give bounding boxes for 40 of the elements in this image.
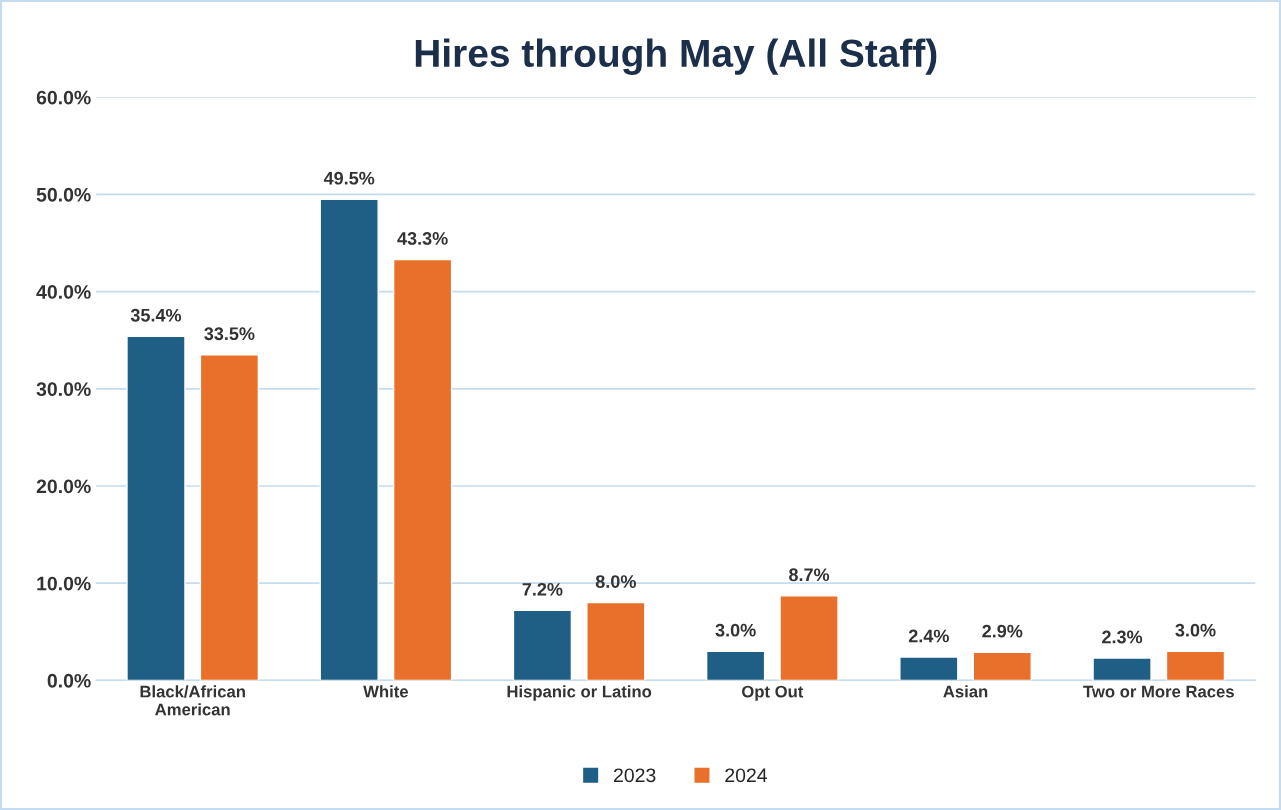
bar xyxy=(586,601,646,681)
data-label: 49.5% xyxy=(323,171,375,185)
y-tick-label: 30.0% xyxy=(36,382,91,397)
data-label: 33.5% xyxy=(204,327,255,341)
y-tick-label: 40.0% xyxy=(36,285,91,299)
data-label: 3.0% xyxy=(1175,623,1216,637)
legend-label: 2024 xyxy=(725,768,768,783)
data-label: 8.7% xyxy=(789,568,830,582)
chart-title: Hires through May (All Staff) xyxy=(415,38,937,75)
bar xyxy=(1165,650,1226,681)
data-label: 2.4% xyxy=(908,629,949,643)
bar xyxy=(705,650,766,681)
data-label: 2.9% xyxy=(982,624,1023,638)
y-tick-label: 60.0% xyxy=(36,90,91,105)
y-tick-label: 10.0% xyxy=(37,576,91,591)
bar xyxy=(1092,657,1152,681)
bar xyxy=(319,198,379,681)
bar xyxy=(392,258,453,681)
x-tick-label: Two or More Races xyxy=(1083,685,1234,698)
bar xyxy=(779,595,839,681)
y-tick-label: 20.0% xyxy=(36,479,91,494)
x-tick-label: Black/African American xyxy=(140,685,245,716)
x-tick-label: Hispanic or Latino xyxy=(507,685,652,701)
bar xyxy=(512,609,573,681)
x-tick-label: Asian xyxy=(943,685,988,698)
data-label: 2.3% xyxy=(1102,630,1143,644)
data-label: 7.2% xyxy=(522,582,563,596)
bar xyxy=(199,354,260,681)
data-label: 35.4% xyxy=(130,308,182,322)
x-tick-label: White xyxy=(363,685,409,698)
y-tick-label: 50.0% xyxy=(36,187,91,202)
bar xyxy=(972,651,1032,681)
data-label: 43.3% xyxy=(397,232,448,245)
x-tick-label: Opt Out xyxy=(742,685,804,701)
bar xyxy=(126,335,186,681)
data-label: 8.0% xyxy=(595,575,636,588)
bar xyxy=(899,656,959,681)
data-label: 3.0% xyxy=(715,623,756,637)
legend-label: 2023 xyxy=(614,768,656,783)
y-tick-label: 0.0% xyxy=(47,673,91,688)
